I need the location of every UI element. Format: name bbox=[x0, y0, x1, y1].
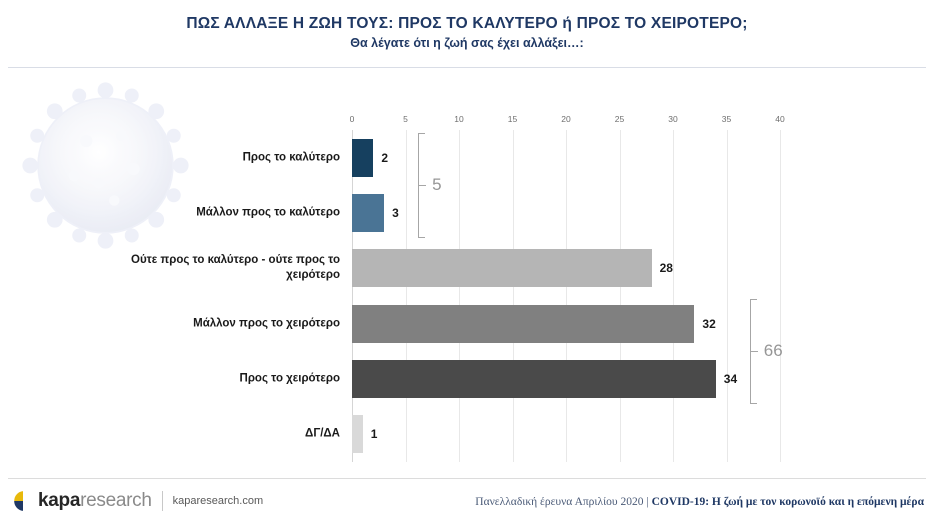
category-label: Μάλλον προς το χειρότερο bbox=[193, 317, 340, 330]
chart-row: ΔΓ/ΔΑ 1 bbox=[305, 415, 780, 454]
bracket-cap-top bbox=[749, 298, 757, 300]
bar-value-label: 1 bbox=[370, 427, 378, 442]
logo-text-research: research bbox=[80, 490, 152, 511]
logo-url[interactable]: kaparesearch.com bbox=[172, 495, 264, 507]
bracket-stub bbox=[750, 351, 758, 353]
bar-chart: 0 5 10 15 20 25 30 35 40 Προς το καλύτερο 2 Μάλλον … bbox=[0, 68, 934, 473]
page-subtitle: Θα λέγατε ότι η ζωή σας έχει αλλάξει…: bbox=[350, 36, 584, 50]
bar[interactable] bbox=[352, 304, 695, 343]
gridline-0 bbox=[352, 130, 353, 462]
x-tick-label: 0 bbox=[349, 114, 355, 124]
bar-value-label: 34 bbox=[723, 372, 738, 386]
coronavirus-watermark-icon bbox=[22, 82, 189, 249]
logo-text-kapa: kapa bbox=[38, 490, 81, 511]
brand-logo[interactable]: kapa research kaparesearch.com bbox=[12, 490, 263, 512]
gridline-15 bbox=[512, 130, 514, 462]
group-total-label: 66 bbox=[763, 341, 783, 361]
bar[interactable] bbox=[352, 138, 374, 177]
chart-header: ΠΩΣ ΑΛΛΑΞΕ Η ΖΩΗ ΤΟΥΣ: ΠΡΟΣ ΤΟ ΚΑΛΥΤΕΡΟ … bbox=[0, 0, 934, 68]
category-label: ΔΓ/ΔΑ bbox=[305, 427, 340, 440]
chart-footer: kapa research kaparesearch.com Πανελλαδικ… bbox=[0, 478, 934, 528]
chart-row: Προς το καλύτερο 2 bbox=[243, 138, 780, 177]
bar[interactable] bbox=[352, 194, 385, 232]
bar[interactable] bbox=[352, 249, 652, 288]
x-tick-label: 25 bbox=[614, 114, 625, 124]
x-tick-label: 10 bbox=[454, 114, 464, 124]
x-tick-label: 30 bbox=[668, 114, 678, 124]
x-tick-label: 15 bbox=[507, 114, 518, 124]
gridline-25 bbox=[619, 130, 621, 462]
gridline-35 bbox=[726, 130, 728, 462]
chart-row: Μάλλον προς το χειρότερο 32 bbox=[193, 304, 780, 343]
page-title: ΠΩΣ ΑΛΛΑΞΕ Η ΖΩΗ ΤΟΥΣ: ΠΡΟΣ ΤΟ ΚΑΛΥΤΕΡΟ … bbox=[186, 15, 748, 32]
survey-note: Πανελλαδική έρευνα Απριλίου 2020 | COVID… bbox=[475, 496, 924, 508]
bracket-cap-bottom bbox=[749, 402, 757, 404]
bar[interactable] bbox=[352, 415, 363, 454]
category-label: Προς το χειρότερο bbox=[239, 372, 340, 385]
x-tick-label: 5 bbox=[403, 114, 408, 124]
bar-value-label: 2 bbox=[381, 150, 389, 165]
chart-row: Προς το χειρότερο 34 bbox=[240, 360, 780, 398]
bar-value-label: 32 bbox=[702, 316, 716, 331]
category-label: Μάλλον προς το καλύτερο bbox=[196, 206, 340, 219]
bar[interactable] bbox=[352, 360, 716, 398]
group-total-label: 5 bbox=[432, 175, 442, 195]
gridline-20 bbox=[566, 130, 567, 462]
gridline-10 bbox=[459, 130, 460, 462]
footer-divider bbox=[8, 478, 926, 479]
header-divider bbox=[8, 67, 926, 68]
logo-separator bbox=[161, 491, 163, 511]
category-label: Προς το καλύτερο bbox=[242, 151, 340, 164]
chart-row: Ούτε προς το καλύτερο - ούτε προς το χει… bbox=[131, 249, 780, 288]
bracket-stub bbox=[419, 185, 427, 187]
x-tick-label: 35 bbox=[721, 114, 732, 124]
gridline-30 bbox=[673, 130, 674, 462]
plot-area: 0 5 10 15 20 25 30 35 40 Προς το καλύτερο 2 Μάλλον … bbox=[131, 114, 785, 462]
bar-value-label: 28 bbox=[659, 261, 673, 276]
kapa-logo-icon bbox=[14, 491, 23, 511]
bracket-spine bbox=[749, 298, 751, 404]
survey-note-bold: COVID-19: Η ζωή με τον κορωνοϊό και η επ… bbox=[651, 496, 924, 508]
chart-row: Μάλλον προς το καλύτερο 3 bbox=[196, 194, 780, 232]
gridline-40 bbox=[780, 130, 781, 462]
survey-note-plain: Πανελλαδική έρευνα Απριλίου 2020 | bbox=[475, 496, 652, 508]
bracket-spine bbox=[418, 132, 420, 238]
x-tick-label: 40 bbox=[775, 114, 785, 124]
bracket-cap-bottom bbox=[418, 236, 426, 238]
category-label: Ούτε προς το καλύτερο - ούτε προς το χει… bbox=[131, 254, 340, 282]
bracket-cap-top bbox=[418, 132, 426, 134]
bar-value-label: 3 bbox=[392, 206, 399, 220]
x-tick-label: 20 bbox=[561, 114, 571, 124]
gridline-5 bbox=[405, 130, 407, 462]
